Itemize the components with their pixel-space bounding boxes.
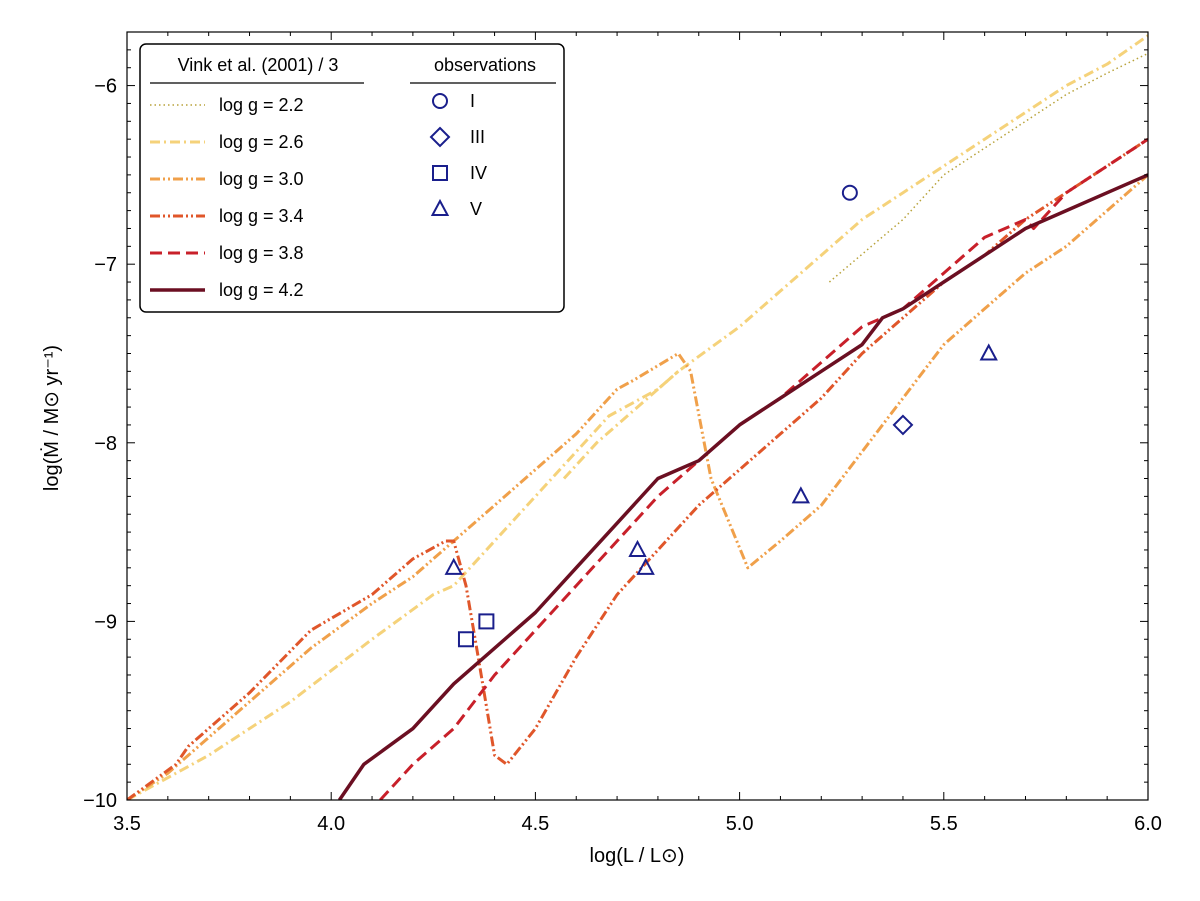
y-tick-label: −9 [94,611,117,633]
legend-label-log-g-4-2: log g = 4.2 [219,280,304,300]
legend-model-title: Vink et al. (2001) / 3 [178,55,339,75]
series-layer [127,34,1148,800]
series-line-log-g-2-6 [562,34,1148,480]
x-tick-label: 6.0 [1134,813,1162,835]
observation-markers [444,184,998,648]
legend-model-entries: log g = 2.2 log g = 2.6 log g = 3.0 log g =… [150,95,304,300]
series-line-log-g-3-8 [379,137,1148,800]
observation-marker-triangle-v-5 [979,343,998,361]
legend-box [139,43,565,313]
observation-marker-square-iv-2 [478,613,495,630]
legend-label-log-g-2-2: log g = 2.2 [219,95,304,115]
y-tick-label: −10 [83,790,117,812]
x-axis-label: log(L / L⊙) [590,845,685,867]
legend-label-i: I [470,91,475,111]
series-line-log-g-2-6-segment-2 [127,370,680,800]
axis-tick-labels: 3.5 4.0 4.5 5.0 5.5 6.0 −10 −9 −8 −7 −6 [83,76,1162,835]
legend-label-log-g-3-4: log g = 3.4 [219,206,304,226]
x-tick-label: 4.0 [317,813,345,835]
legend-label-log-g-2-6: log g = 2.6 [219,132,304,152]
legend-marker-square [432,165,448,181]
series-line-log-g-2-2 [828,52,1148,283]
legend-label-iii: III [470,127,485,147]
y-tick-label: −8 [94,433,117,455]
series-line-log-g-3-0 [127,173,1148,800]
series-line-log-g-3-4 [127,137,1148,800]
axis-ticks [126,31,1149,801]
observation-marker-square-iv-1 [457,631,474,648]
observation-marker-diamond-iii-1 [892,414,914,436]
plot-frame [126,31,1149,801]
legend-marker-diamond [429,126,451,148]
legend-label-log-g-3-0: log g = 3.0 [219,169,304,189]
x-tick-label: 5.5 [930,813,958,835]
observation-marker-triangle-v-2 [628,539,647,557]
x-tick-label: 4.5 [521,813,549,835]
y-axis-label: log(Ṁ / M⊙ yr⁻¹) [40,345,63,491]
legend-label-iv: IV [470,163,487,183]
legend-marker-triangle [430,198,450,216]
x-tick-label: 3.5 [113,813,141,835]
legend-label-log-g-3-8: log g = 3.8 [219,243,304,263]
observation-marker-circle-i-1 [841,184,858,201]
observation-marker-triangle-v-3 [636,557,655,575]
legend: Vink et al. (2001) / 3 observations log … [139,43,565,313]
legend-label-v: V [470,199,482,219]
legend-obs-title: observations [434,55,536,75]
series-line-log-g-4-2 [337,173,1148,800]
legend-marker-circle [432,93,448,109]
observation-marker-triangle-v-1 [444,557,463,575]
y-tick-label: −7 [94,254,117,276]
x-tick-label: 5.0 [726,813,754,835]
observation-marker-triangle-v-4 [791,486,811,504]
y-tick-label: −6 [94,76,117,98]
